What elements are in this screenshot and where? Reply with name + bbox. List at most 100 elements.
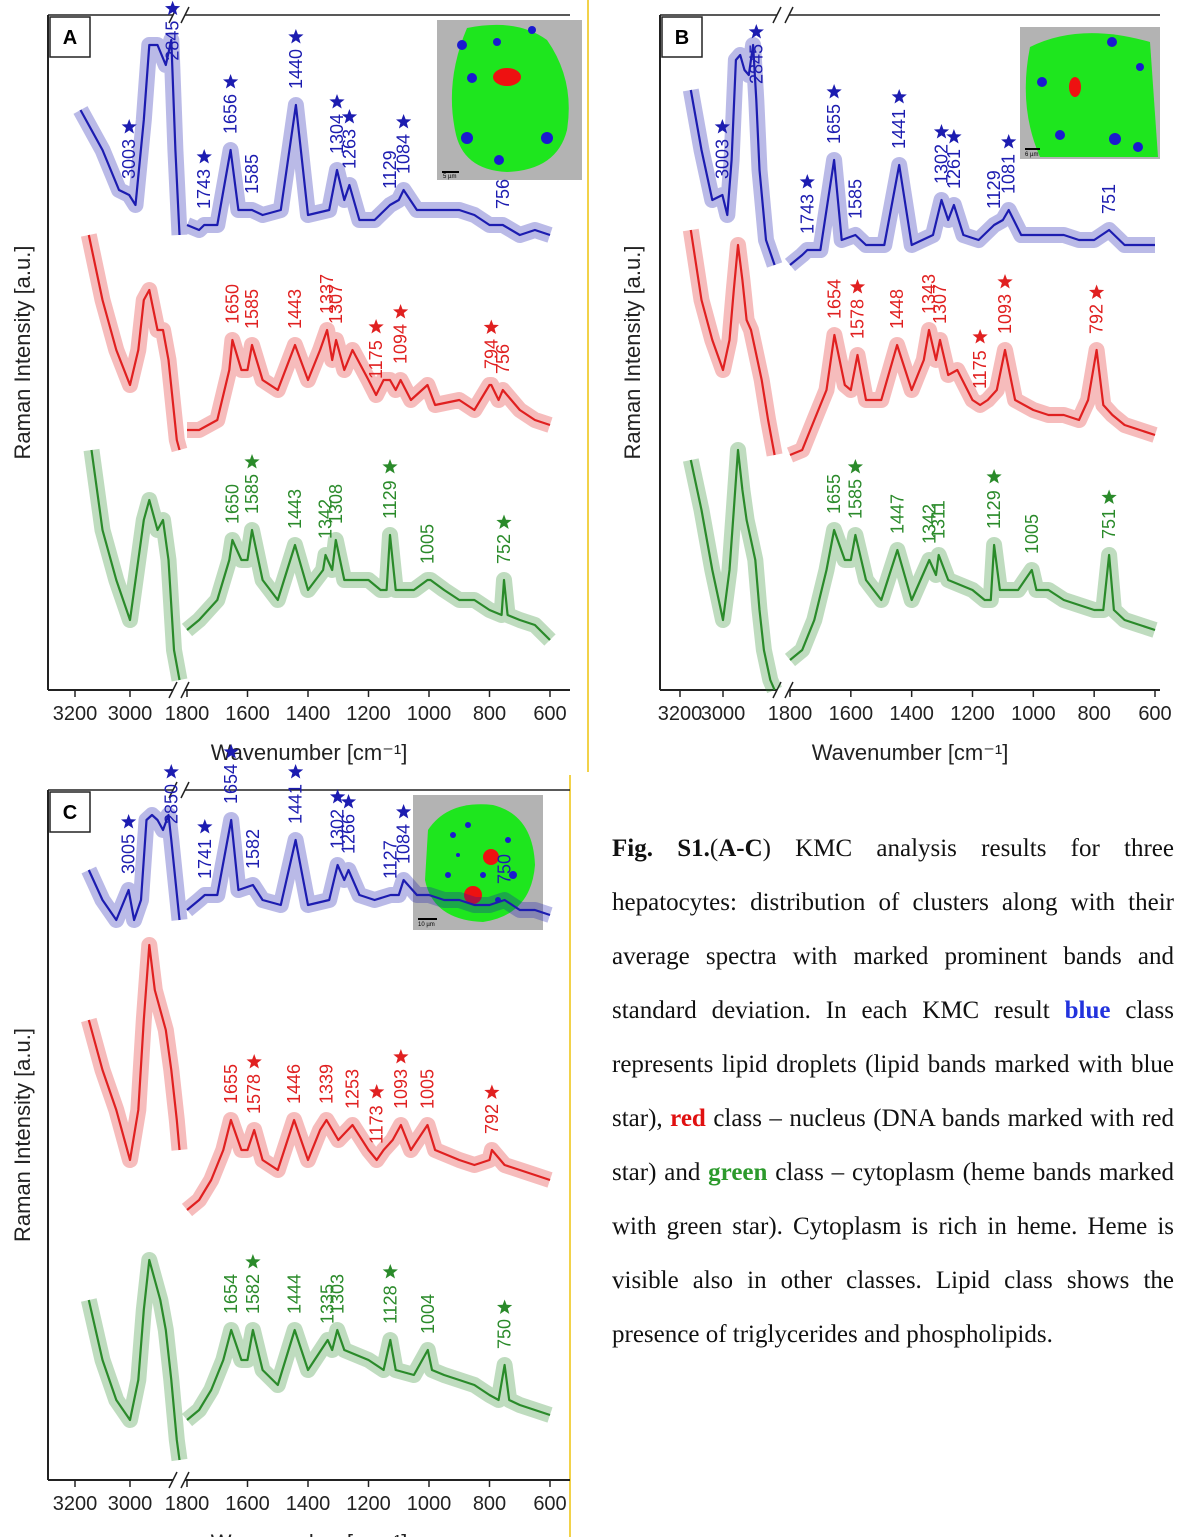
peak-star — [330, 789, 345, 804]
peak-star — [369, 1084, 384, 1099]
y-axis-label: Raman Intensity [a.u.] — [620, 246, 645, 460]
peak-star — [1001, 134, 1016, 149]
peak-star — [245, 1254, 260, 1269]
peak-label: 1650 — [222, 484, 242, 524]
caption-run: ( — [710, 835, 718, 862]
peak-star — [848, 459, 863, 474]
peak-star — [393, 1049, 408, 1064]
peak-label: 756 — [493, 344, 513, 374]
peak-star — [892, 89, 907, 104]
x-tick-label: 1200 — [346, 703, 391, 725]
peak-star — [997, 274, 1012, 289]
peak-star — [341, 794, 356, 809]
peak-label: 1585 — [242, 154, 262, 194]
peak-star — [369, 319, 384, 334]
std-band — [92, 450, 551, 680]
peak-label: 1005 — [417, 524, 437, 564]
peak-star — [288, 764, 303, 779]
peak-star — [484, 320, 499, 335]
peak-star — [800, 174, 815, 189]
scale-bar-label: 5 µm — [443, 174, 456, 180]
x-tick-label: 800 — [1077, 703, 1110, 725]
peak-label: 1585 — [242, 289, 262, 329]
peak-label: 756 — [493, 179, 513, 209]
peak-star — [496, 515, 511, 530]
x-tick-label: 3000 — [701, 703, 746, 725]
x-tick-label: 1200 — [950, 703, 995, 725]
peak-label: 1129 — [380, 480, 400, 519]
peak-label: 1741 — [195, 839, 215, 879]
peak-label: 3005 — [119, 834, 139, 874]
peak-label: 1443 — [285, 289, 305, 329]
x-tick-label: 800 — [473, 1493, 506, 1515]
x-tick-label: 1800 — [768, 703, 813, 725]
panel-label: B — [675, 27, 689, 49]
panel-label: A — [63, 27, 77, 49]
peak-label: 1578 — [848, 299, 868, 339]
peak-label: 1307 — [326, 284, 346, 324]
x-tick-label: 600 — [1138, 703, 1171, 725]
x-tick-label: 1000 — [407, 703, 452, 725]
peak-label: 750 — [495, 854, 515, 884]
peak-label: 1175 — [366, 340, 386, 379]
x-tick-label: 3000 — [108, 703, 153, 725]
panel-label: C — [63, 802, 77, 824]
peak-star — [329, 94, 344, 109]
x-axis-label: Wavenumber [cm⁻¹] — [812, 740, 1009, 765]
caption-run: Fig. S1. — [612, 835, 710, 862]
peak-label: 1004 — [418, 1294, 438, 1334]
x-tick-label: 1600 — [225, 703, 270, 725]
peak-label: 1303 — [327, 1274, 347, 1314]
peak-star — [197, 149, 212, 164]
peak-label: 1585 — [845, 479, 865, 519]
peak-label: 3003 — [712, 139, 732, 179]
peak-label: 1655 — [824, 104, 844, 144]
x-tick-label: 1400 — [286, 703, 331, 725]
peak-star — [987, 469, 1002, 484]
peak-star — [383, 1264, 398, 1279]
peak-star — [497, 1300, 512, 1315]
peak-label: 1578 — [244, 1074, 264, 1114]
peak-label: 1656 — [221, 94, 241, 134]
x-tick-label: 3000 — [108, 1493, 153, 1515]
peak-label: 1655 — [824, 474, 844, 514]
cluster-map: 5 µm — [437, 20, 582, 180]
peak-star — [165, 1, 180, 15]
peak-label: 1650 — [222, 284, 242, 324]
peak-label: 1128 — [380, 1285, 400, 1324]
peak-label: 1308 — [326, 484, 346, 524]
y-axis-label: Raman Intensity [a.u.] — [10, 246, 35, 460]
peak-star — [164, 764, 179, 779]
x-tick-label: 3200 — [658, 703, 703, 725]
peak-label: 1441 — [286, 784, 306, 824]
figure-caption: Fig. S1.(A-C) KMC analysis results for t… — [612, 822, 1174, 1362]
peak-label: 1263 — [339, 129, 359, 169]
peak-star — [1102, 490, 1117, 505]
peak-label: 1582 — [243, 1274, 263, 1314]
peak-star — [396, 114, 411, 129]
peak-star — [393, 304, 408, 319]
caption-run: red — [670, 1105, 706, 1132]
x-tick-label: 1000 — [407, 1493, 452, 1515]
peak-label: 1266 — [339, 814, 359, 854]
peak-label: 1253 — [342, 1069, 362, 1109]
peak-label: 1441 — [889, 109, 909, 149]
std-band — [691, 450, 1155, 690]
caption-run: green — [708, 1159, 767, 1186]
peak-label: 751 — [1099, 184, 1119, 214]
x-tick-label: 1600 — [829, 703, 874, 725]
caption-run: class – cytoplasm (heme bands marked wit… — [612, 1159, 1174, 1348]
peak-star — [973, 329, 988, 344]
peak-star — [827, 84, 842, 99]
peak-star — [197, 819, 212, 834]
peak-star — [1089, 285, 1104, 300]
peak-label: 752 — [494, 534, 514, 564]
peak-star — [223, 74, 238, 89]
peak-label: 1081 — [999, 154, 1019, 194]
peak-star — [247, 1054, 262, 1069]
peak-label: 751 — [1099, 509, 1119, 539]
x-tick-label: 3200 — [53, 1493, 98, 1515]
peak-label: 1743 — [797, 194, 817, 234]
peak-label: 1005 — [1022, 514, 1042, 554]
peak-star — [946, 129, 961, 144]
